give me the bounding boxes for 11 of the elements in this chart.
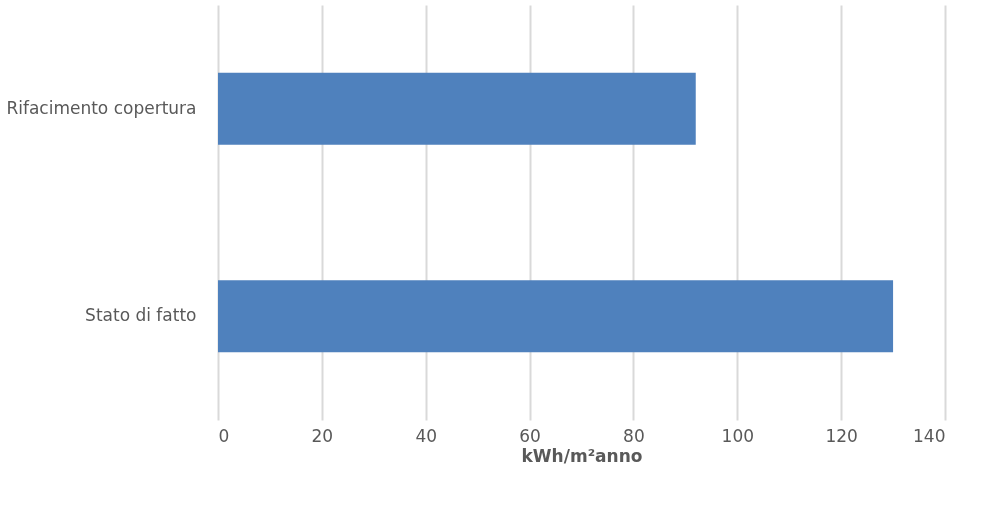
x-tick-label: 140 — [913, 425, 946, 446]
y-tick-label: Stato di fatto — [85, 305, 197, 326]
x-tick-label: 100 — [721, 425, 755, 446]
x-tick-label: 40 — [415, 425, 438, 446]
x-tick-label: 60 — [519, 425, 541, 446]
y-tick-label: Rifacimento copertura — [6, 97, 197, 118]
x-tick-label: 0 — [218, 425, 230, 446]
x-tick-label: 20 — [311, 425, 334, 446]
x-axis-title: kWh/m²anno — [521, 445, 643, 466]
x-tick-label: 120 — [825, 425, 858, 446]
x-tick-label: 80 — [623, 425, 645, 446]
